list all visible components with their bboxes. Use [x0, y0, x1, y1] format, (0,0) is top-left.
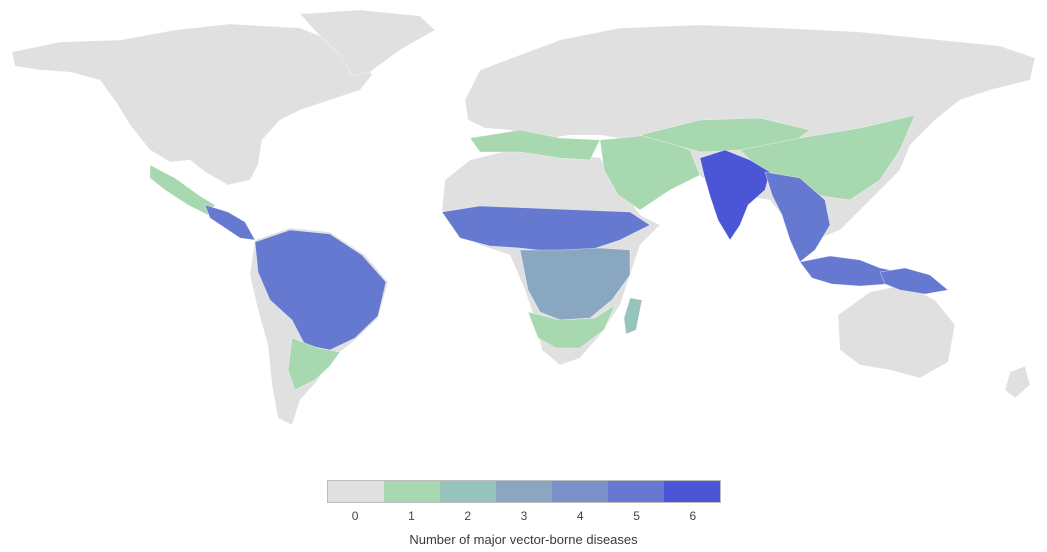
india — [699, 149, 771, 241]
disease-layer — [149, 114, 949, 391]
legend-label-2: 2 — [464, 509, 472, 523]
legend-swatch-5 — [608, 481, 664, 502]
legend-swatch-4 — [552, 481, 608, 502]
legend-label-5: 5 — [633, 509, 640, 523]
africa-south — [527, 304, 616, 349]
mexico — [149, 164, 216, 216]
south-america-north — [254, 229, 387, 351]
central-asia — [638, 117, 811, 153]
legend-label-0: 0 — [351, 509, 359, 523]
southeast-asia — [764, 171, 831, 263]
legend-swatch-2 — [440, 481, 496, 502]
south-america-south — [287, 337, 341, 391]
legend-swatch-3 — [496, 481, 552, 502]
legend-swatch-6 — [664, 481, 720, 502]
north-america — [11, 23, 373, 186]
central-america — [204, 204, 256, 241]
legend-label-1: 1 — [408, 509, 415, 523]
legend-labels: 0 1 2 3 4 5 6 — [327, 509, 721, 523]
madagascar — [623, 297, 643, 335]
greenland — [299, 9, 436, 77]
legend-swatch-1 — [384, 481, 440, 502]
legend: 0 1 2 3 4 5 6 — [327, 480, 721, 523]
africa-central — [519, 247, 631, 321]
legend-label-6: 6 — [689, 509, 697, 523]
sahel — [441, 205, 651, 253]
mediterranean — [469, 129, 601, 161]
new-guinea — [879, 267, 949, 295]
legend-title: Number of major vector-borne diseases — [409, 532, 638, 547]
legend-label-3: 3 — [520, 509, 528, 523]
australia — [837, 284, 956, 379]
legend-label-4: 4 — [576, 509, 584, 523]
legend-color-bar — [327, 480, 721, 503]
new-zealand — [1004, 365, 1031, 399]
legend-swatch-0 — [328, 481, 384, 502]
